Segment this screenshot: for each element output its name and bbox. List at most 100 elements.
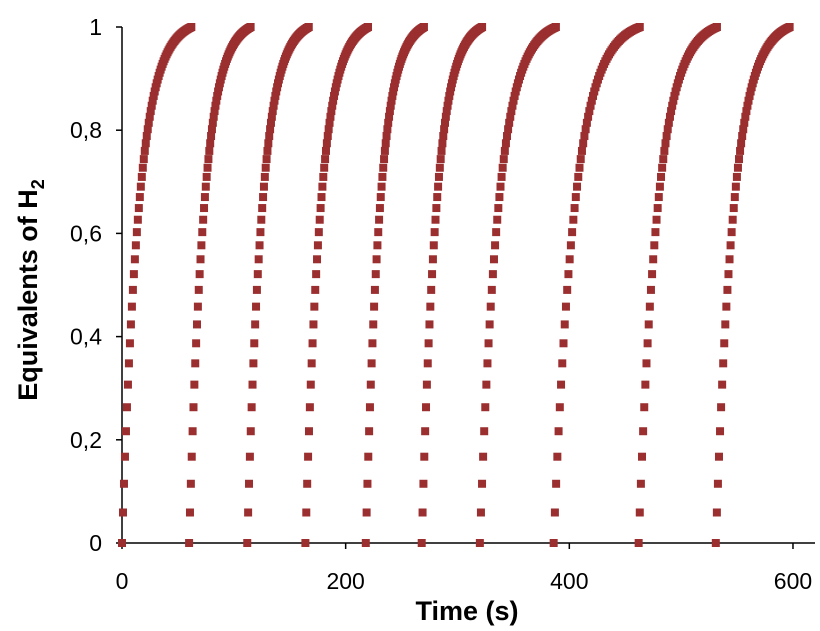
data-point-cycle-5	[382, 132, 391, 141]
data-point-cycle-5	[380, 155, 389, 164]
data-point-cycle-4	[313, 241, 322, 250]
data-point-cycle-9	[668, 101, 677, 110]
data-point-cycle-10	[739, 125, 748, 134]
data-point-cycle-7	[511, 87, 520, 96]
data-point-cycle-10	[737, 139, 746, 148]
data-point-cycle-3	[256, 228, 265, 237]
data-point-cycle-8	[581, 125, 590, 134]
data-point-cycle-3	[245, 479, 254, 488]
data-point-cycle-1	[134, 204, 143, 213]
data-point-cycle-2	[190, 380, 199, 389]
data-point-cycle-5	[419, 23, 428, 31]
data-point-cycle-2	[193, 302, 202, 311]
data-point-cycle-4	[327, 107, 336, 116]
data-point-cycle-8	[566, 241, 575, 250]
data-point-cycle-1	[127, 302, 136, 311]
data-point-cycle-4	[364, 23, 373, 31]
data-point-cycle-1	[148, 96, 157, 105]
data-point-cycle-7	[483, 359, 492, 368]
data-point-cycle-10	[733, 163, 742, 172]
data-point-cycle-4	[323, 132, 332, 141]
data-point-cycle-3	[249, 359, 258, 368]
data-point-cycle-1	[125, 339, 134, 348]
data-point-cycle-9	[635, 508, 644, 517]
data-point-cycle-7	[507, 107, 516, 116]
data-point-cycle-2	[200, 204, 209, 213]
data-point-cycle-7	[492, 228, 501, 237]
data-point-cycle-1	[128, 285, 137, 294]
data-point-cycle-10	[730, 193, 739, 202]
data-point-cycle-10	[727, 228, 736, 237]
data-point-cycle-3	[271, 91, 280, 100]
data-point-cycle-4	[324, 125, 333, 134]
data-point-cycle-6	[437, 146, 446, 155]
data-point-cycle-8	[563, 285, 572, 294]
data-point-cycle-10	[725, 255, 734, 264]
data-point-cycle-7	[488, 270, 497, 279]
data-point-cycle-7	[487, 285, 496, 294]
data-point-cycle-6	[419, 479, 428, 488]
data-point-cycle-9	[665, 112, 674, 121]
data-point-cycle-3	[261, 163, 270, 172]
data-point-cycle-10	[722, 302, 731, 311]
data-point-cycle-1	[129, 270, 138, 279]
data-point-cycle-5	[374, 228, 383, 237]
data-point-cycle-10	[729, 204, 738, 213]
data-point-cycle-2	[213, 91, 222, 100]
data-point-cycle-4	[312, 270, 321, 279]
data-point-cycle-8	[570, 204, 579, 213]
data-point-cycle-4	[306, 380, 315, 389]
data-point-cycle-6	[417, 539, 426, 547]
data-point-cycle-7	[485, 320, 494, 329]
data-point-cycle-6	[428, 255, 437, 264]
data-point-cycle-2	[185, 539, 194, 547]
data-point-cycle-10	[745, 91, 754, 100]
data-point-cycle-6	[434, 182, 443, 191]
data-point-cycle-5	[376, 193, 385, 202]
data-point-cycle-4	[301, 539, 310, 547]
data-point-cycle-7	[499, 155, 508, 164]
data-point-cycle-1	[145, 112, 154, 121]
data-point-cycle-1	[187, 23, 196, 31]
data-point-cycle-2	[207, 132, 216, 141]
data-point-cycle-5	[378, 172, 387, 181]
data-point-cycle-5	[385, 107, 394, 116]
data-point-cycle-2	[189, 403, 198, 412]
data-point-cycle-8	[558, 359, 567, 368]
axes	[121, 27, 815, 544]
data-point-cycle-7	[506, 112, 515, 121]
data-point-cycle-10	[744, 96, 753, 105]
data-point-cycle-9	[662, 132, 671, 141]
data-point-cycle-8	[568, 228, 577, 237]
data-point-cycle-4	[304, 452, 313, 461]
data-point-cycle-8	[573, 182, 582, 191]
data-point-cycle-1	[132, 228, 141, 237]
data-point-cycle-3	[254, 255, 263, 264]
data-point-cycle-1	[146, 107, 155, 116]
data-point-cycle-3	[267, 112, 276, 121]
data-point-cycle-5	[362, 508, 371, 517]
data-point-cycle-8	[575, 163, 584, 172]
data-point-cycle-3	[244, 508, 253, 517]
data-point-cycle-7	[484, 339, 493, 348]
data-point-cycle-8	[569, 215, 578, 224]
data-point-cycle-4	[304, 427, 313, 436]
data-point-cycle-4	[321, 155, 330, 164]
data-point-cycle-2	[191, 359, 200, 368]
data-point-cycle-10	[719, 359, 728, 368]
data-point-cycle-5	[380, 146, 389, 155]
data-point-cycle-6	[443, 101, 452, 110]
data-point-cycle-1	[122, 403, 131, 412]
data-point-cycle-6	[446, 87, 455, 96]
data-point-cycle-4	[303, 479, 312, 488]
data-point-cycle-10	[723, 285, 732, 294]
data-point-cycle-2	[205, 146, 214, 155]
data-point-cycle-7	[478, 479, 487, 488]
y-axis-title-main: Equivalents of H	[13, 189, 43, 401]
data-point-cycle-8	[579, 139, 588, 148]
data-point-cycle-3	[260, 172, 269, 181]
data-point-cycle-1	[131, 241, 140, 250]
data-point-cycle-3	[264, 139, 273, 148]
data-point-cycle-9	[641, 380, 650, 389]
data-point-cycle-9	[659, 155, 668, 164]
